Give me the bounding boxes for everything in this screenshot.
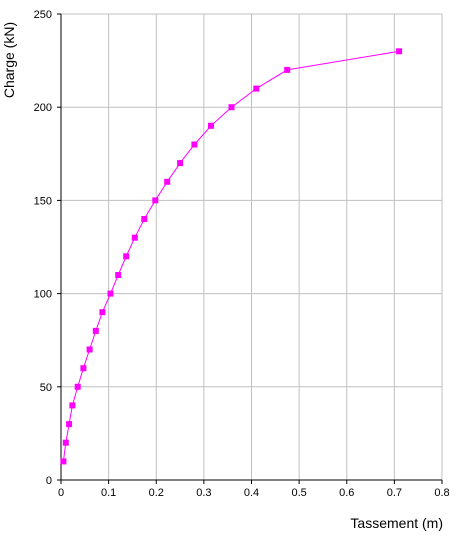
data-point	[92, 327, 99, 334]
axes	[57, 13, 443, 484]
data-point	[115, 272, 122, 278]
data-point	[208, 122, 214, 129]
data-point	[131, 234, 138, 241]
data-point	[86, 346, 93, 353]
data-point	[396, 48, 403, 55]
x-tick-label: 0.7	[387, 487, 402, 499]
x-tick-label: 0.2	[149, 487, 164, 499]
x-axis-label: Tassement (m)	[350, 515, 443, 531]
tick-labels: 0 0.1 0.2 0.3 0.4 0.5 0.6 0.7 0.8 0 50 100 150 200 250	[34, 9, 450, 499]
gridlines	[61, 13, 443, 480]
data-point	[60, 458, 67, 465]
y-tick-label: 100	[34, 289, 52, 301]
y-tick-label: 200	[34, 102, 52, 114]
data-point	[141, 216, 148, 222]
x-tick-label: 0.6	[339, 487, 354, 499]
x-tick-label: 0.8	[434, 487, 449, 499]
x-tick-label: 0	[58, 487, 64, 499]
x-tick-label: 0.4	[244, 487, 259, 499]
x-tick-label: 0.3	[196, 487, 211, 499]
data-point	[69, 402, 76, 409]
series-line	[62, 50, 400, 462]
series-layer	[60, 48, 403, 465]
y-tick-label: 0	[46, 475, 52, 487]
data-point	[284, 66, 291, 73]
data-point	[99, 309, 106, 316]
data-point	[164, 178, 171, 185]
data-point	[66, 421, 73, 428]
data-point	[177, 160, 184, 167]
y-axis-label: Charge (kN)	[1, 22, 17, 98]
data-point	[107, 290, 114, 297]
data-point	[152, 197, 159, 204]
data-point	[191, 141, 198, 148]
data-point	[123, 253, 130, 260]
x-tick-label: 0.5	[291, 487, 306, 499]
y-tick-label: 250	[34, 9, 52, 21]
data-point	[228, 104, 235, 111]
data-point	[253, 85, 260, 92]
x-tick-label: 0.1	[101, 487, 116, 499]
data-point	[62, 439, 69, 446]
y-tick-label: 50	[40, 382, 52, 394]
data-point	[74, 383, 81, 390]
y-tick-label: 150	[34, 195, 52, 207]
data-point	[80, 365, 87, 372]
